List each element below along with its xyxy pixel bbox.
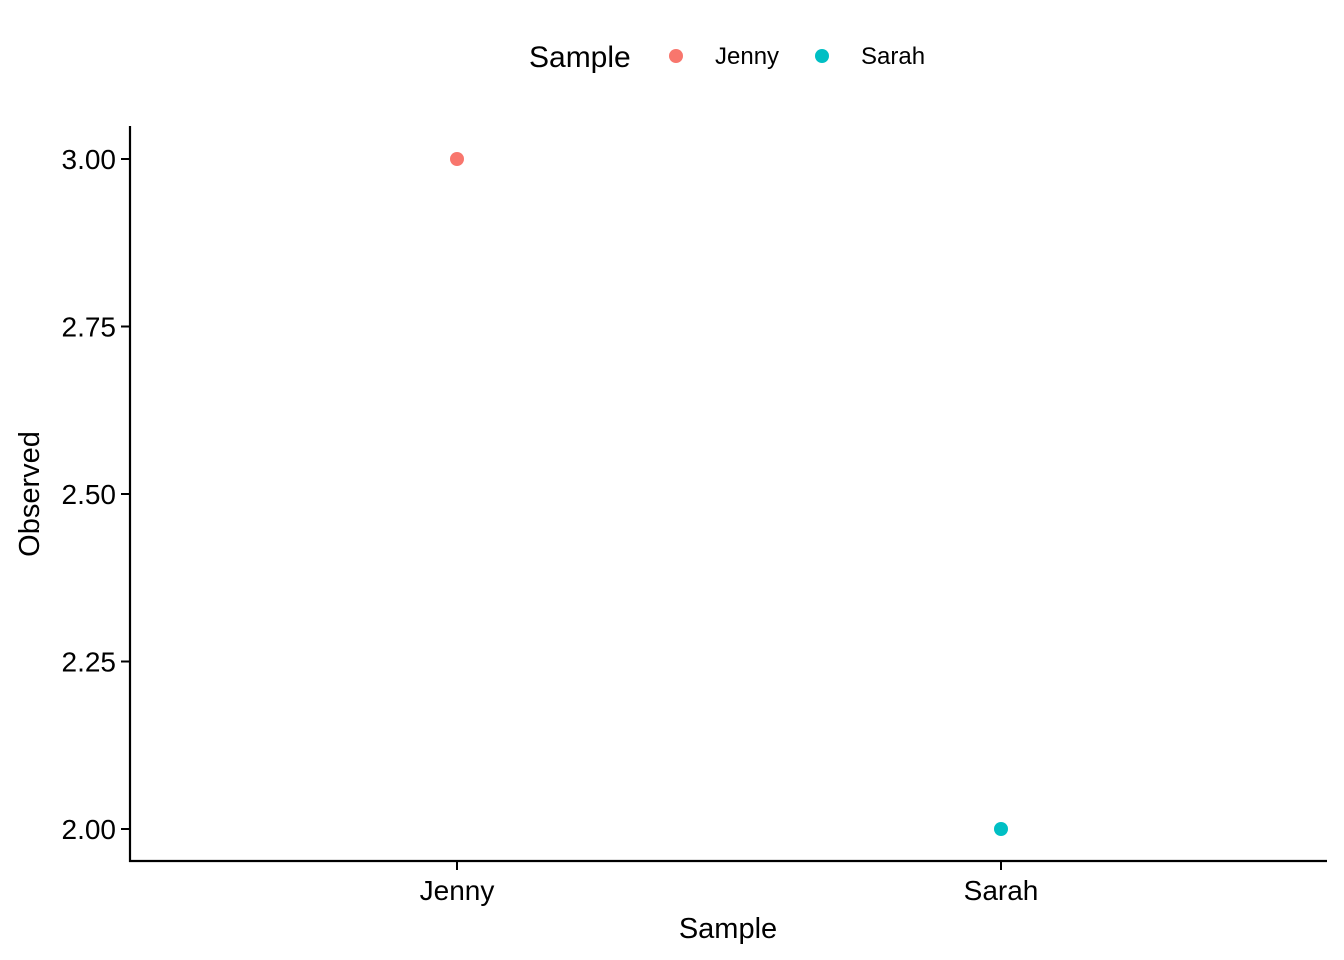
x-tick-label: Jenny xyxy=(420,875,495,906)
y-tick-label: 2.50 xyxy=(62,479,117,510)
y-axis: 2.00 2.25 2.50 2.75 3.00 xyxy=(62,126,132,862)
x-axis-title: Sample xyxy=(679,913,777,945)
y-tick-label: 2.75 xyxy=(62,312,117,343)
data-point-jenny xyxy=(450,152,464,166)
y-tick-label: 2.00 xyxy=(62,814,117,845)
legend-entries: Jenny Sarah xyxy=(669,43,925,70)
x-tick-label: Sarah xyxy=(964,875,1039,906)
legend-title: Sample xyxy=(529,41,631,74)
legend-key-sarah xyxy=(815,49,829,63)
legend-key-jenny xyxy=(669,49,683,63)
legend: Sample Jenny Sarah xyxy=(529,41,925,74)
legend-label-jenny: Jenny xyxy=(715,43,779,70)
y-tick-label: 2.25 xyxy=(62,647,117,678)
data-point-sarah xyxy=(994,822,1008,836)
x-axis: Jenny Sarah xyxy=(129,859,1327,906)
y-tick-label: 3.00 xyxy=(62,144,117,175)
legend-label-sarah: Sarah xyxy=(861,43,925,70)
y-axis-title: Observed xyxy=(14,431,46,557)
data-points xyxy=(450,152,1008,836)
